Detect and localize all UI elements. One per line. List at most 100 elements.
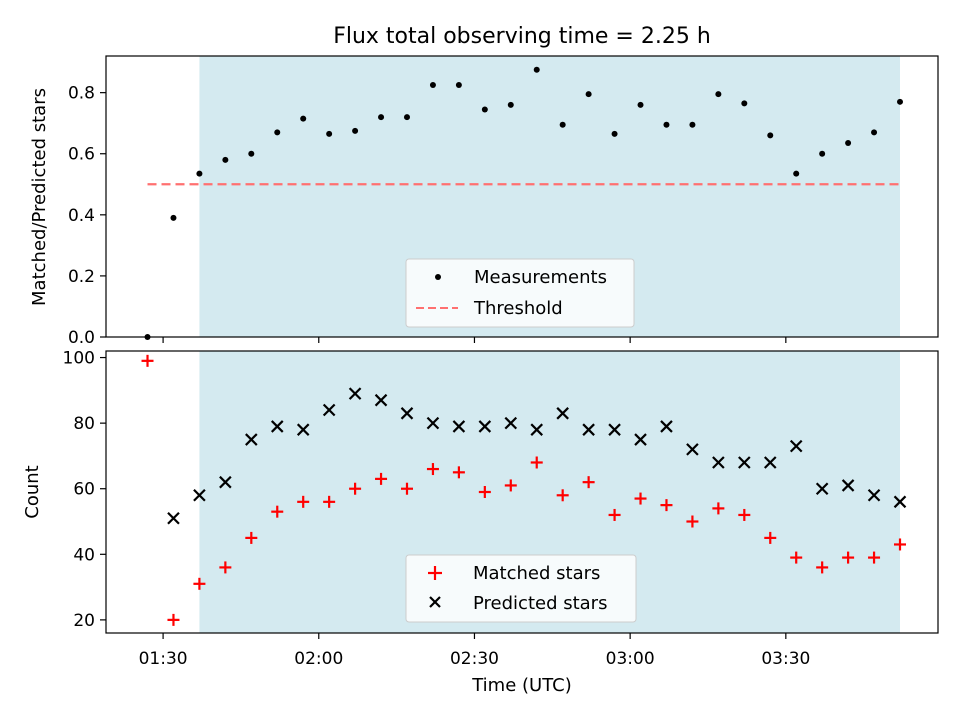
predicted-star-point [193, 489, 206, 502]
measurement-point [611, 130, 618, 137]
top-axes-frame [105, 55, 939, 338]
matched-star-point [738, 508, 751, 521]
x-tick-label: 01:30 [139, 649, 188, 669]
top-x-ticks [162, 337, 787, 343]
legend-measurements-marker [435, 274, 441, 280]
matched-star-point [141, 354, 154, 367]
predicted-star-point [608, 423, 621, 436]
matched-star-point [400, 482, 413, 495]
measurement-point [533, 66, 540, 73]
y-tick-label: 40 [73, 545, 95, 565]
predicted-star-point [167, 511, 180, 525]
matched-star-point [349, 482, 362, 495]
predicted-star-point [556, 407, 569, 420]
legend-predicted-label: Predicted stars [473, 593, 607, 614]
predicted-star-point [712, 456, 725, 469]
measurement-point [378, 114, 385, 121]
matched-star-point [764, 531, 777, 544]
matched-star-point [478, 486, 491, 498]
matched-star-point [323, 495, 336, 508]
x-tick-label: 02:00 [294, 649, 343, 669]
measurement-point [455, 82, 462, 89]
predicted-star-point [322, 403, 336, 417]
measurement-point [429, 82, 436, 89]
measurement-point [248, 150, 255, 157]
y-tick-label: 0.4 [68, 206, 95, 226]
predicted-star-point [867, 489, 881, 502]
bottom-legend: Matched stars Predicted stars [405, 554, 637, 623]
measurement-point [507, 101, 514, 108]
predicted-star-point [452, 420, 466, 433]
bottom-x-ticks: 01:30 02:00 02:30 03:00 03:30 [139, 633, 810, 669]
bottom-points [141, 354, 907, 626]
matched-star-point [504, 479, 517, 492]
matched-star-point [634, 492, 647, 505]
predicted-star-point [270, 420, 284, 433]
y-tick-label: 0.6 [68, 145, 95, 165]
y-tick-label: 80 [73, 414, 95, 434]
measurement-point [326, 130, 333, 137]
predicted-star-point [296, 423, 310, 436]
matched-star-point [426, 463, 439, 476]
measurement-point [481, 106, 488, 113]
predicted-star-point [426, 416, 440, 430]
y-tick-label: 60 [73, 480, 95, 500]
predicted-star-point [789, 439, 803, 453]
predicted-star-point [245, 433, 258, 446]
matched-star-point [790, 551, 803, 564]
matched-star-point [193, 577, 206, 590]
x-tick-label: 03:00 [606, 649, 655, 669]
chart-title: Flux total observing time = 2.25 h [333, 24, 711, 49]
predicted-star-point [634, 433, 647, 446]
predicted-star-point [530, 423, 544, 436]
matched-star-point [686, 515, 699, 528]
predicted-star-point [841, 479, 855, 492]
bottom-y-axis-label: Count [22, 465, 43, 518]
bottom-legend-box [405, 554, 637, 623]
measurement-point [663, 121, 670, 128]
top-legend-box [405, 258, 635, 328]
x-tick-label: 02:30 [450, 649, 499, 669]
y-tick-label: 0.0 [68, 328, 95, 348]
x-axis-label: Time (UTC) [471, 675, 572, 696]
predicted-star-point [686, 443, 699, 456]
legend-matched-marker [428, 566, 442, 580]
predicted-star-point [738, 456, 751, 469]
legend-predicted-marker [429, 596, 441, 608]
measurement-point [689, 121, 696, 128]
y-tick-label: 0.2 [68, 267, 95, 287]
measurement-point [637, 101, 644, 108]
matched-star-point [375, 472, 388, 485]
bottom-y-ticks: 20 40 60 80 100 [63, 349, 106, 631]
matched-star-point [530, 456, 543, 469]
measurement-point [403, 114, 410, 121]
y-tick-label: 100 [63, 349, 95, 369]
top-legend: Measurements Threshold [405, 258, 635, 328]
measurement-point [300, 115, 307, 122]
y-tick-label: 20 [73, 611, 95, 631]
matched-star-point [712, 502, 725, 515]
top-points [144, 66, 903, 340]
predicted-star-point [478, 420, 492, 433]
matched-star-point [816, 561, 829, 574]
matched-star-point [245, 531, 258, 544]
bottom-axes-frame [105, 350, 939, 634]
legend-measurements-label: Measurements [474, 267, 607, 288]
matched-star-point [271, 505, 284, 518]
legend-threshold-label: Threshold [473, 298, 563, 319]
measurement-point [585, 91, 592, 98]
measurement-point [767, 132, 774, 139]
predicted-star-point [582, 423, 595, 436]
measurement-point [819, 150, 826, 157]
matched-star-point [219, 561, 232, 574]
measurement-point [793, 170, 800, 177]
measurement-point [559, 121, 566, 128]
matched-star-point [167, 613, 180, 626]
matched-star-point [868, 551, 881, 564]
y-tick-label: 0.8 [68, 84, 95, 104]
matched-star-point [608, 508, 621, 521]
measurement-point [897, 98, 903, 105]
measurement-point [274, 129, 281, 136]
matched-star-point [582, 476, 595, 489]
